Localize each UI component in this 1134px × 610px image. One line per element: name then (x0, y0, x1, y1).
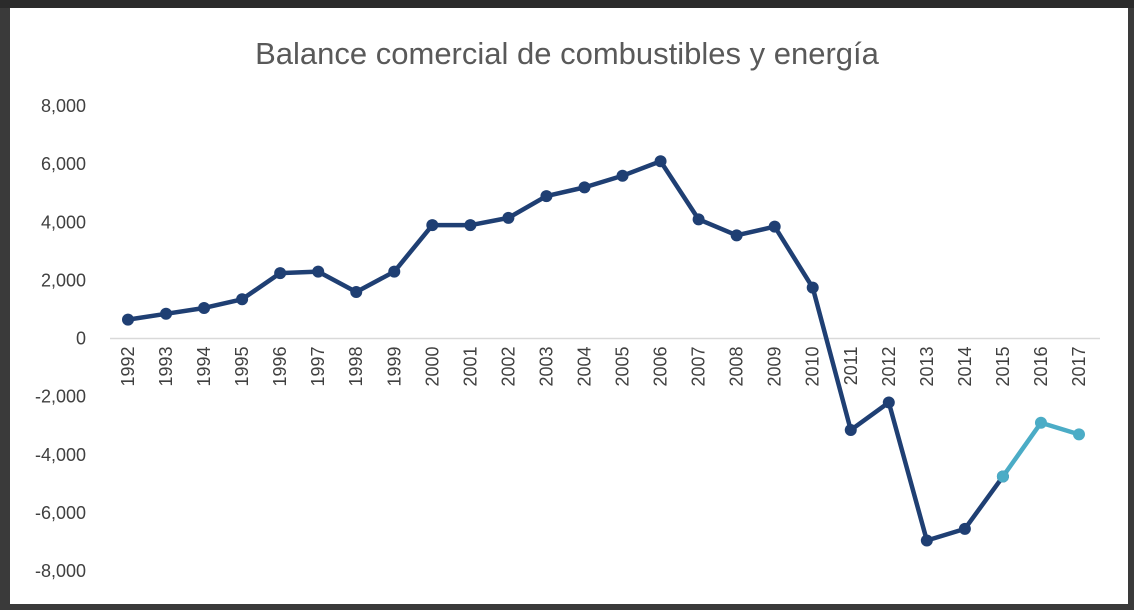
x-tick-label: 1997 (308, 347, 328, 387)
x-tick-label: 2012 (879, 347, 899, 387)
x-tick-label: 1998 (346, 347, 366, 387)
x-tick-label: 1995 (232, 347, 252, 387)
data-point (654, 155, 667, 168)
data-point (312, 265, 325, 278)
x-tick-label: 1994 (194, 347, 214, 387)
x-tick-label: 2008 (727, 347, 747, 387)
data-point (730, 229, 743, 242)
x-tick-label: 2009 (765, 347, 785, 387)
y-tick-label: -2,000 (35, 387, 86, 407)
y-tick-label: 2,000 (41, 270, 86, 290)
y-tick-label: 8,000 (41, 96, 86, 116)
data-point (844, 424, 857, 437)
y-tick-label: -8,000 (35, 561, 86, 581)
data-point (578, 181, 591, 194)
x-tick-label: 2000 (422, 347, 442, 387)
data-point (616, 169, 629, 182)
y-tick-label: 0 (76, 329, 86, 349)
data-point (274, 267, 287, 280)
data-point (502, 211, 515, 224)
x-tick-label: 1996 (270, 347, 290, 387)
x-tick-label: 2016 (1031, 347, 1051, 387)
x-tick-label: 2015 (993, 346, 1013, 386)
data-point (882, 396, 895, 409)
data-point (996, 470, 1009, 483)
data-point (464, 219, 477, 232)
x-axis-tick-labels: 1992 1993 1994 1995 1996 1997 1998 1999 2000 2001… (118, 346, 1089, 386)
y-tick-label: 6,000 (41, 154, 86, 174)
data-point (122, 313, 134, 326)
series-line (1000, 420, 1082, 479)
y-axis-tick-labels: 8,000 6,000 4,000 2,000 0 -2,000 -4,000 -6,000 -… (35, 96, 86, 581)
data-point (806, 281, 819, 294)
x-tick-label: 2007 (689, 347, 709, 387)
data-point (160, 307, 173, 320)
data-point (692, 213, 705, 226)
data-point (920, 534, 933, 547)
x-tick-label: 2006 (651, 347, 671, 387)
x-tick-label: 2004 (574, 347, 594, 387)
x-tick-label: 1993 (156, 347, 176, 387)
chart-frame: Balance comercial de combustibles y ener… (10, 8, 1128, 604)
data-point (350, 286, 363, 298)
y-tick-label: -6,000 (35, 503, 86, 523)
data-point (198, 301, 211, 314)
data-point (426, 219, 439, 232)
series-points (122, 155, 1085, 547)
x-tick-label: 2005 (613, 347, 633, 387)
data-point (236, 293, 249, 306)
x-tick-label: 1992 (118, 347, 138, 387)
x-tick-label: 2014 (955, 347, 975, 387)
chart-title: Balance comercial de combustibles y ener… (255, 36, 880, 71)
x-tick-label: 2003 (536, 347, 556, 387)
y-tick-label: 4,000 (41, 212, 86, 232)
x-tick-label: 2011 (841, 347, 861, 386)
data-point (540, 190, 553, 203)
x-tick-label: 2002 (498, 347, 518, 387)
x-tick-label: 2010 (803, 347, 823, 387)
x-tick-label: 2001 (460, 347, 480, 387)
data-point (1034, 416, 1047, 429)
data-point (388, 265, 401, 278)
x-tick-label: 2017 (1069, 347, 1089, 387)
y-tick-label: -4,000 (35, 445, 86, 465)
series-line (125, 158, 1006, 543)
x-tick-label: 1999 (384, 347, 404, 387)
data-point (958, 522, 971, 535)
x-tick-label: 2013 (917, 347, 937, 387)
line-chart: Balance comercial de combustibles y ener… (35, 36, 1100, 581)
data-point (1073, 428, 1085, 441)
window-top-bar (0, 0, 1134, 8)
data-point (768, 220, 781, 233)
